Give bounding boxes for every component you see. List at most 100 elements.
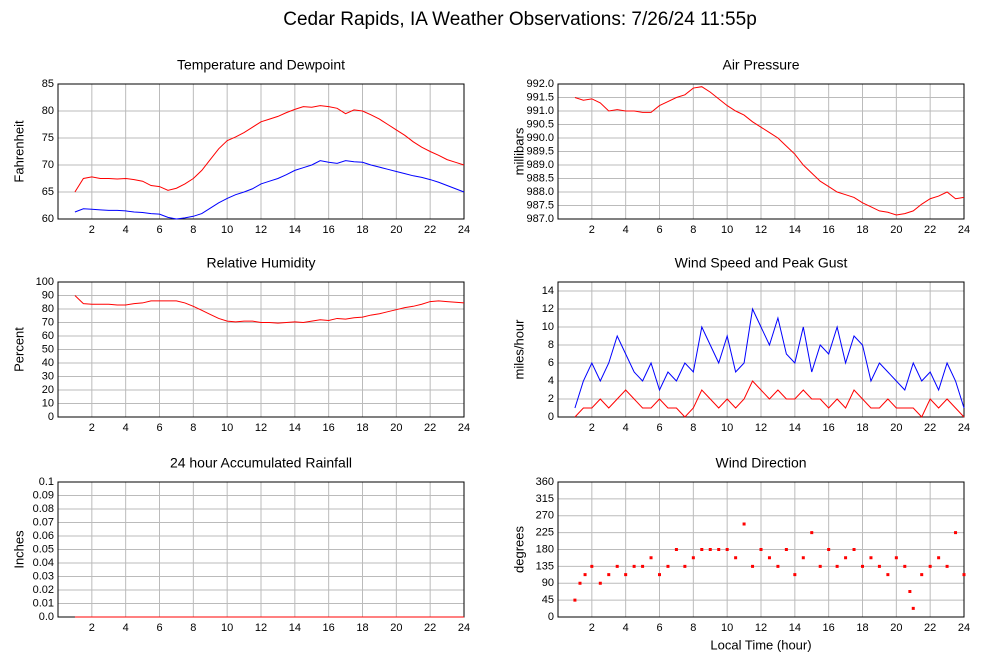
point	[767, 556, 771, 560]
x-tick-label: 4	[623, 622, 629, 634]
x-tick-label: 20	[890, 622, 902, 634]
y-axis-label: Percent	[11, 327, 26, 372]
y-tick-label: 987.5	[526, 199, 554, 211]
x-tick-label: 24	[958, 224, 970, 236]
y-tick-label: 90	[42, 289, 54, 301]
y-tick-label: 90	[542, 577, 554, 589]
x-tick-label: 8	[690, 422, 696, 434]
x-tick-label: 6	[156, 422, 162, 434]
x-tick-label: 16	[823, 224, 835, 236]
y-tick-label: 270	[536, 510, 554, 522]
x-tick-label: 16	[323, 622, 335, 634]
point	[649, 556, 653, 560]
x-tick-label: 16	[823, 422, 835, 434]
x-tick-label: 14	[789, 224, 801, 236]
x-tick-label: 2	[89, 224, 95, 236]
point	[683, 564, 687, 568]
y-tick-label: 989.0	[526, 159, 554, 171]
point	[776, 564, 780, 568]
y-tick-label: 8	[548, 339, 554, 351]
y-axis-label: degrees	[511, 526, 526, 573]
x-tick-label: 4	[623, 422, 629, 434]
x-tick-label: 22	[424, 622, 436, 634]
y-tick-label: 0.07	[33, 516, 54, 528]
x-tick-label: 20	[890, 422, 902, 434]
y-tick-label: 20	[42, 384, 54, 396]
y-tick-label: 360	[536, 476, 554, 488]
x-tick-label: 24	[458, 224, 470, 236]
point	[920, 573, 924, 577]
chart-title: Wind Speed and Peak Gust	[675, 255, 848, 271]
point	[734, 556, 738, 560]
x-tick-label: 16	[323, 422, 335, 434]
y-tick-label: 180	[536, 543, 554, 555]
point	[666, 564, 670, 568]
y-tick-label: 65	[42, 186, 54, 198]
y-tick-label: 60	[42, 330, 54, 342]
plot-frame	[557, 481, 965, 618]
y-tick-label: 988.0	[526, 186, 554, 198]
x-axis-label: Local Time (hour)	[710, 637, 811, 652]
chart-title: Air Pressure	[722, 57, 799, 73]
point	[725, 548, 729, 551]
x-tick-label: 22	[424, 422, 436, 434]
y-tick-label: 85	[42, 78, 54, 90]
x-tick-label: 10	[221, 622, 233, 634]
x-tick-label: 8	[190, 224, 196, 236]
x-tick-label: 18	[856, 422, 868, 434]
x-tick-label: 4	[123, 622, 129, 634]
chart-title: Wind Direction	[715, 455, 806, 471]
x-tick-label: 2	[589, 622, 595, 634]
x-tick-label: 14	[789, 422, 801, 434]
x-tick-label: 2	[89, 622, 95, 634]
point	[583, 573, 587, 577]
point	[793, 573, 797, 577]
y-tick-label: 0	[548, 411, 554, 423]
y-tick-label: 12	[542, 303, 554, 315]
y-tick-label: 991.5	[526, 91, 554, 103]
x-tick-label: 12	[755, 224, 767, 236]
y-tick-label: 0.01	[33, 597, 54, 609]
x-tick-label: 24	[958, 422, 970, 434]
y-tick-label: 14	[542, 285, 554, 297]
y-tick-label: 989.5	[526, 145, 554, 157]
point	[624, 573, 628, 577]
series-line	[574, 86, 965, 216]
y-tick-label: 100	[36, 276, 54, 288]
chart-title: Relative Humidity	[207, 255, 316, 271]
point	[852, 548, 856, 551]
series-line	[574, 380, 965, 418]
point	[759, 548, 763, 551]
x-tick-label: 20	[390, 422, 402, 434]
x-tick-label: 14	[289, 622, 301, 634]
x-tick-label: 24	[458, 422, 470, 434]
point	[578, 581, 582, 585]
x-tick-label: 18	[356, 622, 368, 634]
series-line	[74, 160, 465, 220]
y-tick-label: 50	[42, 343, 54, 355]
x-tick-label: 20	[390, 622, 402, 634]
x-tick-label: 2	[589, 422, 595, 434]
point	[691, 556, 695, 560]
x-tick-label: 10	[721, 622, 733, 634]
y-tick-label: 10	[542, 321, 554, 333]
x-tick-label: 6	[656, 622, 662, 634]
y-tick-label: 80	[42, 105, 54, 117]
x-tick-label: 14	[789, 622, 801, 634]
y-tick-label: 0.04	[33, 557, 54, 569]
x-tick-label: 18	[356, 422, 368, 434]
x-tick-label: 8	[190, 622, 196, 634]
x-tick-label: 4	[123, 224, 129, 236]
point	[954, 531, 958, 535]
point	[894, 556, 898, 560]
y-tick-label: 0.05	[33, 543, 54, 555]
x-tick-label: 20	[890, 224, 902, 236]
x-tick-label: 14	[289, 224, 301, 236]
x-tick-label: 6	[156, 224, 162, 236]
point	[751, 564, 755, 568]
y-tick-label: 80	[42, 303, 54, 315]
y-tick-label: 2	[548, 393, 554, 405]
y-tick-label: 0.1	[39, 476, 54, 488]
